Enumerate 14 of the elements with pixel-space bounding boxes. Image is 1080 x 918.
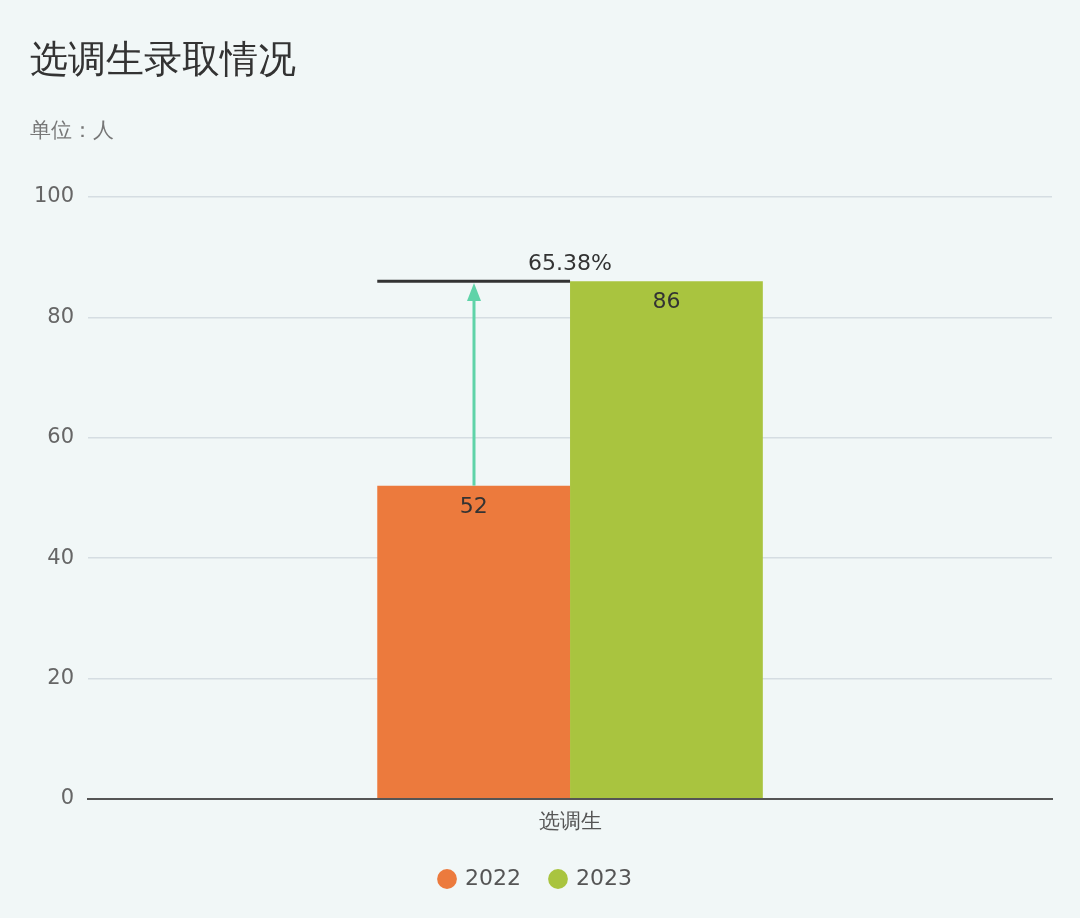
y-tick-label: 60	[47, 424, 75, 449]
legend-label: 2023	[576, 864, 632, 890]
y-tick-label: 40	[47, 544, 75, 569]
y-tick-label: 0	[60, 785, 75, 810]
x-tick-label: 选调生	[538, 808, 602, 833]
chart-title: 选调生录取情况	[30, 36, 296, 83]
legend-label: 2022	[465, 864, 522, 890]
data-label: 52	[459, 492, 488, 518]
y-tick-label: 100	[33, 183, 75, 208]
data-label: 86	[652, 287, 681, 313]
annotation: 65.38%	[528, 249, 612, 275]
chart-subtitle: 单位：人	[30, 117, 114, 144]
y-tick-label: 80	[47, 303, 75, 328]
y-tick-label: 20	[47, 664, 75, 689]
